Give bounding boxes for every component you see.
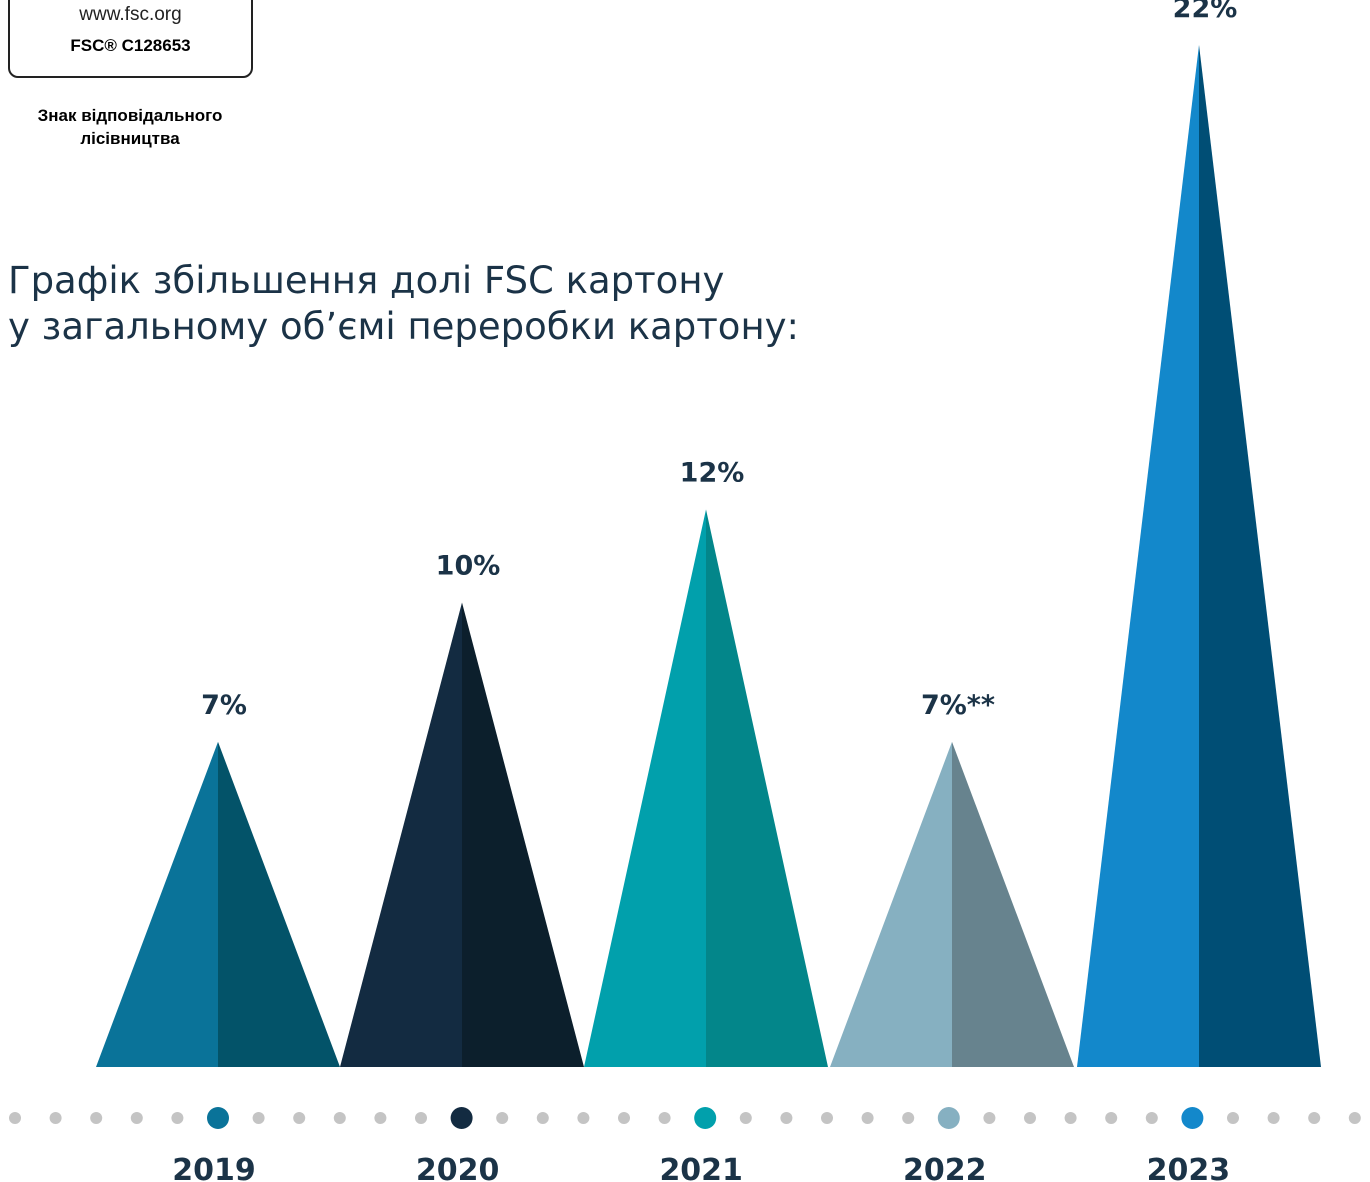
triangle-right [1199,45,1321,1067]
value-label: 7%** [921,690,995,721]
timeline-dot [618,1112,630,1124]
year-dot [694,1107,717,1129]
triangle [340,602,584,1067]
triangle [830,741,1074,1067]
timeline-dot [90,1112,103,1124]
triangle [1077,45,1321,1067]
triangle-right [462,602,584,1067]
logo-url: www.fsc.org [79,4,182,25]
year-dot [1181,1107,1204,1129]
timeline-dot [415,1112,427,1124]
triangle [584,509,828,1068]
timeline-dot [1348,1112,1361,1124]
timeline-dot [739,1112,752,1124]
timeline-dot [536,1112,549,1124]
timeline-dot [1105,1112,1118,1124]
logo-code: FSC® C128653 [70,36,191,55]
x-tick-label: 2021 [659,1153,743,1182]
timeline-dot [1024,1112,1036,1124]
timeline-dot [252,1112,265,1124]
timeline-dot [1267,1112,1280,1124]
timeline-dot [902,1112,915,1124]
triangle-left [1077,45,1199,1067]
triangle-left [340,602,462,1067]
timeline-dot [861,1112,874,1124]
x-tick-label: 2023 [1147,1153,1231,1182]
timeline-dot [293,1112,306,1124]
triangle-right [952,741,1074,1067]
fsc-logo: www.fsc.org FSC® C128653 [8,0,253,78]
year-dot [450,1107,473,1129]
timeline-dot [1145,1112,1158,1124]
timeline-dot [374,1112,387,1124]
chart-title: Графік збільшення долі FSC картону у заг… [8,258,799,350]
x-tick-label: 2022 [903,1153,987,1182]
year-dot [937,1107,960,1129]
title-line: у загальному об’ємі переробки картону: [8,305,800,348]
timeline-dot [780,1112,793,1124]
timeline-dot [1064,1112,1077,1124]
triangle-left [96,741,218,1067]
timeline-dot [821,1112,833,1124]
timeline-dot [130,1112,143,1124]
timeline-dot [577,1112,590,1124]
timeline-dot [1227,1112,1239,1124]
triangle [96,741,340,1067]
timeline-dot [49,1112,62,1124]
triangle-left [830,741,952,1067]
value-label: 22% [1173,0,1238,24]
timeline-dot [983,1112,996,1124]
x-tick-label: 2019 [172,1153,256,1182]
title-line: Графік збільшення долі FSC картону [8,259,725,302]
year-dot [207,1107,229,1129]
timeline-dot [9,1112,21,1124]
triangle-right [706,509,828,1068]
triangle-left [584,509,706,1068]
logo-caption: Знак відповідального лісівництва [37,106,223,148]
timeline-dot [171,1112,184,1124]
timeline-dot [496,1112,509,1124]
x-tick-label: 2020 [416,1153,500,1182]
triangle-right [218,741,340,1067]
value-label: 7% [201,690,247,721]
timeline-dot [333,1112,346,1124]
timeline-dot [658,1112,671,1124]
value-label: 12% [680,458,745,489]
value-label: 10% [436,550,501,581]
timeline-dot [1308,1112,1321,1124]
